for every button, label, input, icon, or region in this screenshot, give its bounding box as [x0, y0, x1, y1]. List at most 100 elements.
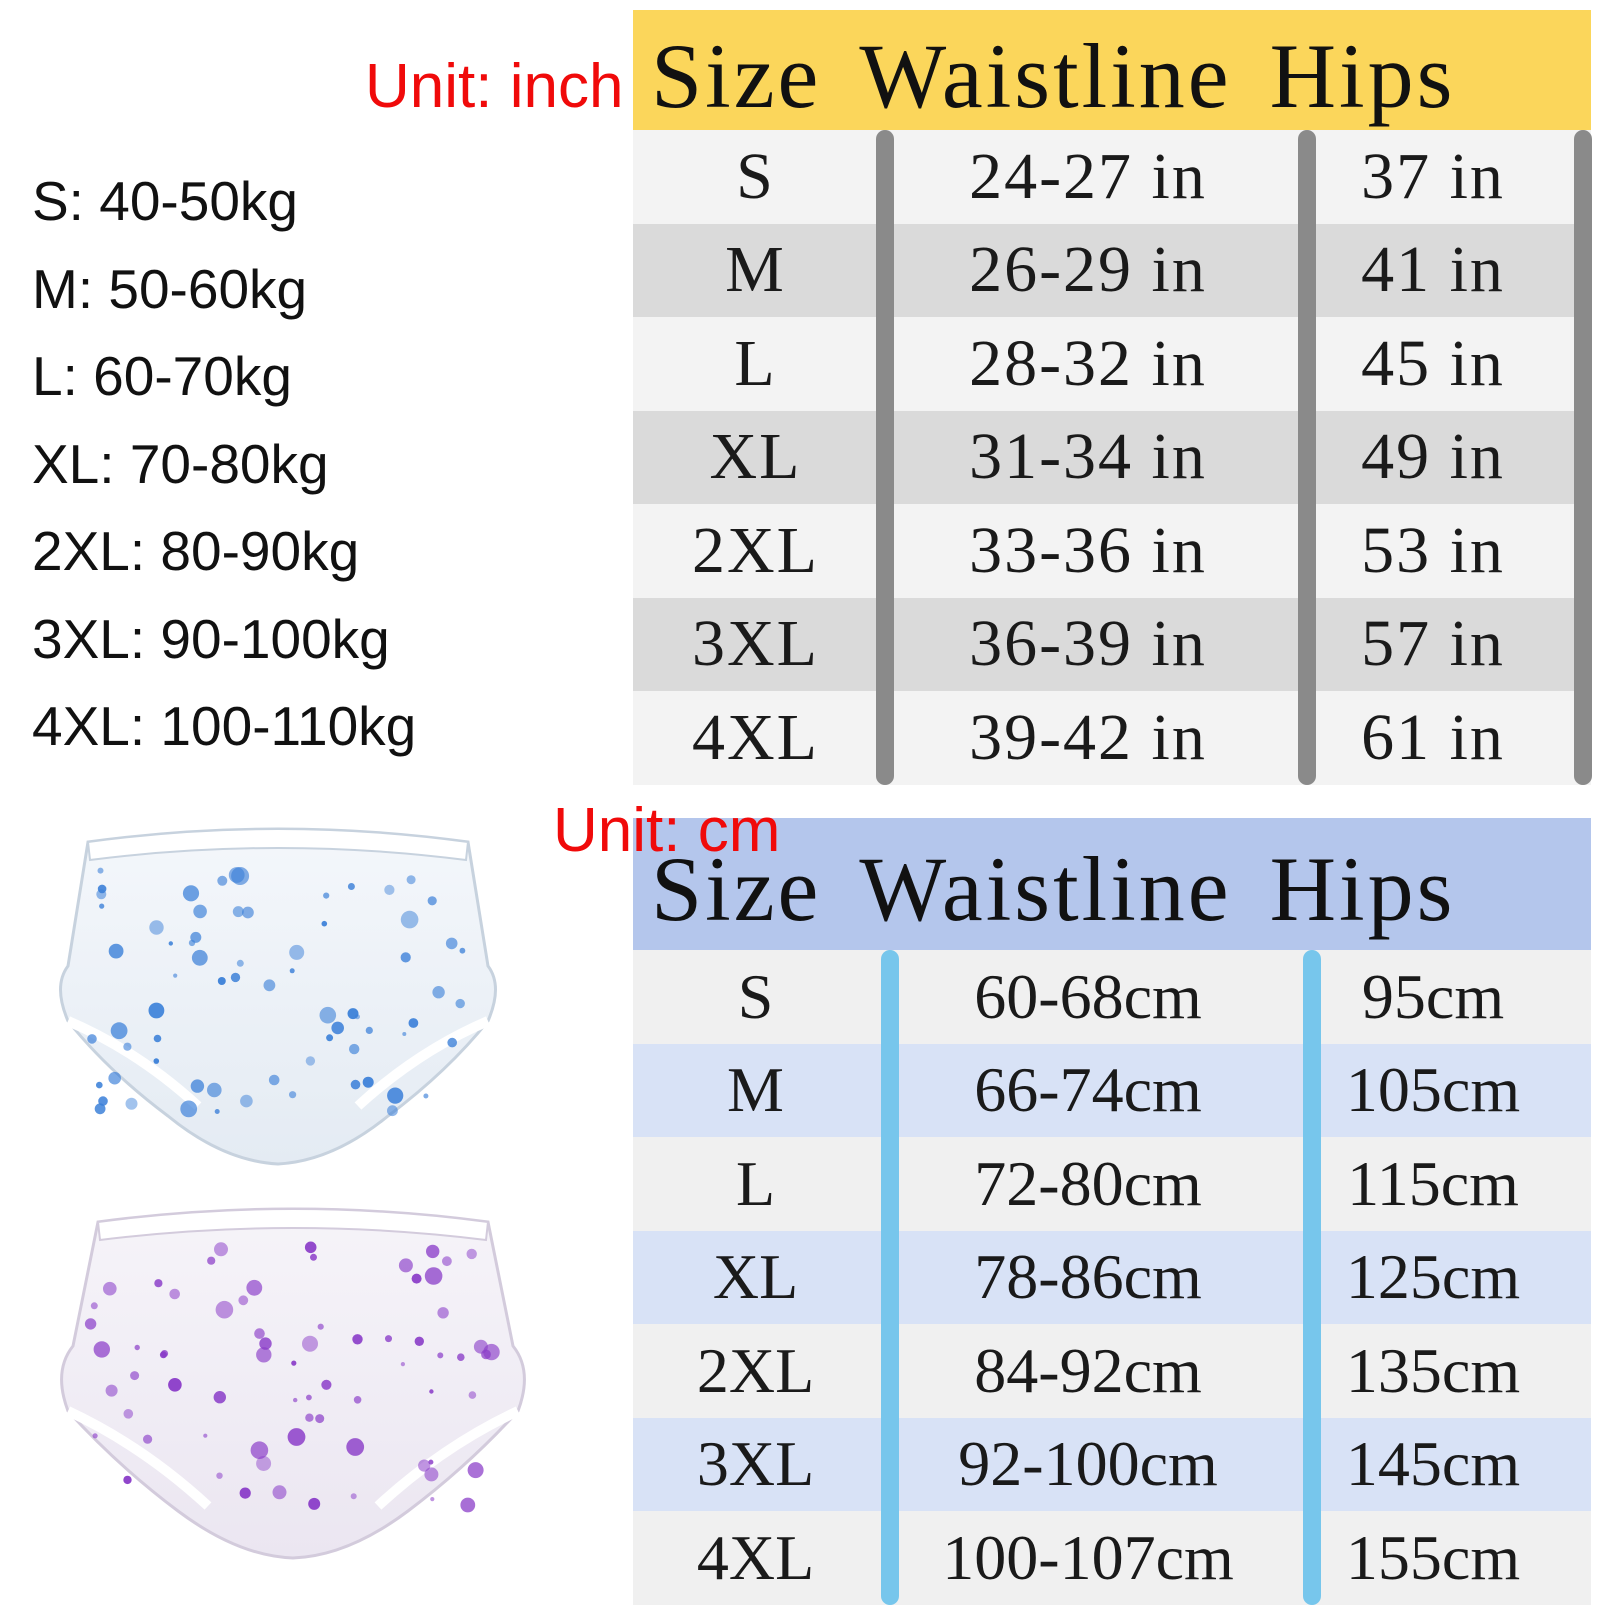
polka-dot: [350, 1493, 357, 1500]
polka-dot: [426, 1244, 440, 1259]
polka-dot: [402, 1032, 407, 1036]
polka-dot: [365, 1026, 373, 1034]
polka-dot: [246, 1279, 263, 1296]
polka-dot: [190, 931, 202, 943]
polka-dot: [331, 1021, 345, 1035]
polka-dot: [173, 973, 178, 978]
polka-dot: [180, 1100, 198, 1118]
polka-dot: [385, 1335, 392, 1343]
polka-dot: [398, 1258, 413, 1273]
polka-dot: [134, 1344, 140, 1351]
polka-dot: [466, 1248, 477, 1260]
polka-dot: [268, 1074, 280, 1086]
leg-opening: [66, 1016, 202, 1110]
polka-dot: [429, 1389, 434, 1394]
polka-dot: [207, 1256, 216, 1265]
polka-dot: [238, 1295, 249, 1306]
polka-dot: [148, 1002, 165, 1019]
polka-dot: [459, 947, 466, 954]
cell-size: M: [727, 1054, 784, 1126]
polka-dot: [432, 986, 445, 999]
polka-dot: [108, 1071, 121, 1085]
cell-size: L: [735, 1147, 776, 1219]
polka-dot: [321, 920, 328, 927]
polka-dot: [315, 1414, 325, 1424]
polka-dot: [123, 1475, 132, 1485]
polka-dot: [424, 1267, 443, 1285]
cell-hips: 37 in: [1361, 139, 1505, 213]
cell-waistline: 60-68cm: [974, 960, 1202, 1032]
polka-dot: [99, 903, 105, 909]
polka-dot: [321, 1379, 332, 1390]
cell-size: S: [737, 960, 774, 1032]
polka-dot: [87, 1034, 97, 1044]
cell-waistline: 26-29 in: [969, 233, 1207, 307]
polka-dot: [191, 949, 208, 966]
polka-dot: [400, 1362, 405, 1367]
polka-dot: [289, 968, 295, 974]
polka-dot: [305, 1056, 316, 1066]
cell-hips: 105cm: [1345, 1054, 1521, 1126]
table-row: S 60-68cm 95cm: [633, 950, 1591, 1044]
polka-dot: [362, 1076, 374, 1088]
weight-item: XL: 70-80kg: [32, 432, 329, 495]
polka-dot: [304, 1241, 317, 1254]
unit-label-inch: Unit: inch: [365, 52, 624, 121]
table-body: S 24-27 in 37 in M 26-29 in 41 in L 28-3…: [633, 130, 1592, 785]
polka-dot: [97, 867, 104, 874]
polka-dot: [90, 1302, 98, 1310]
polka-dot: [92, 1433, 98, 1439]
polka-dot: [130, 1371, 140, 1381]
polka-dot: [123, 1042, 132, 1051]
polka-dot: [272, 1485, 287, 1500]
cell-size: S: [736, 139, 775, 213]
polka-dot: [437, 1307, 449, 1319]
cell-hips: 95cm: [1361, 960, 1505, 1032]
cell-size: M: [725, 233, 786, 307]
polka-dot: [216, 1472, 223, 1479]
table-header: Size Waistline Hips: [633, 818, 1591, 950]
polka-dot: [447, 1037, 458, 1048]
header-waistline: Waistline: [859, 838, 1232, 940]
table-row: M 26-29 in 41 in: [633, 223, 1591, 317]
table-row: L 28-32 in 45 in: [633, 317, 1591, 411]
polka-dot: [350, 1079, 361, 1090]
polka-dot: [387, 1105, 398, 1117]
polka-dot: [153, 1058, 160, 1064]
size-table-inch: Size Waistline Hips S 24-27 in 37 in M 2…: [633, 10, 1592, 785]
polka-dot: [263, 979, 276, 992]
polka-dot: [214, 1109, 220, 1114]
unit-label-cm: Unit: cm: [553, 796, 781, 865]
polka-dot: [289, 944, 305, 960]
polka-dot: [154, 1279, 163, 1288]
table-row: L 72-80cm 115cm: [633, 1137, 1591, 1231]
polka-dot: [349, 1043, 360, 1055]
polka-dot: [408, 1018, 419, 1028]
polka-dot: [305, 1413, 314, 1422]
cell-waistline: 39-42 in: [969, 700, 1207, 774]
polka-dot: [468, 1391, 477, 1399]
cell-hips: 145cm: [1345, 1428, 1521, 1500]
polka-dot: [214, 1242, 228, 1257]
waistband: [86, 828, 470, 862]
polka-dot: [346, 1438, 365, 1456]
polka-dot: [457, 1353, 465, 1361]
cell-waistline: 24-27 in: [969, 139, 1207, 213]
polka-dot: [347, 1008, 359, 1020]
polka-dot: [97, 884, 107, 894]
polka-dot: [353, 1396, 362, 1404]
polka-dot: [93, 1341, 110, 1358]
polka-dot: [287, 1428, 306, 1446]
polka-dot: [308, 1497, 321, 1510]
polka-dot: [460, 1497, 476, 1513]
polka-dot: [125, 1097, 138, 1110]
polka-dot: [182, 885, 200, 902]
polka-dot: [317, 1323, 324, 1330]
cell-hips: 41 in: [1361, 233, 1505, 307]
polka-dot: [103, 1281, 117, 1296]
cell-hips: 115cm: [1347, 1147, 1519, 1219]
table-row: M 66-74cm 105cm: [633, 1043, 1591, 1137]
column-divider: [881, 950, 899, 1605]
polka-dot: [289, 1091, 297, 1099]
polka-dot: [159, 1351, 167, 1359]
